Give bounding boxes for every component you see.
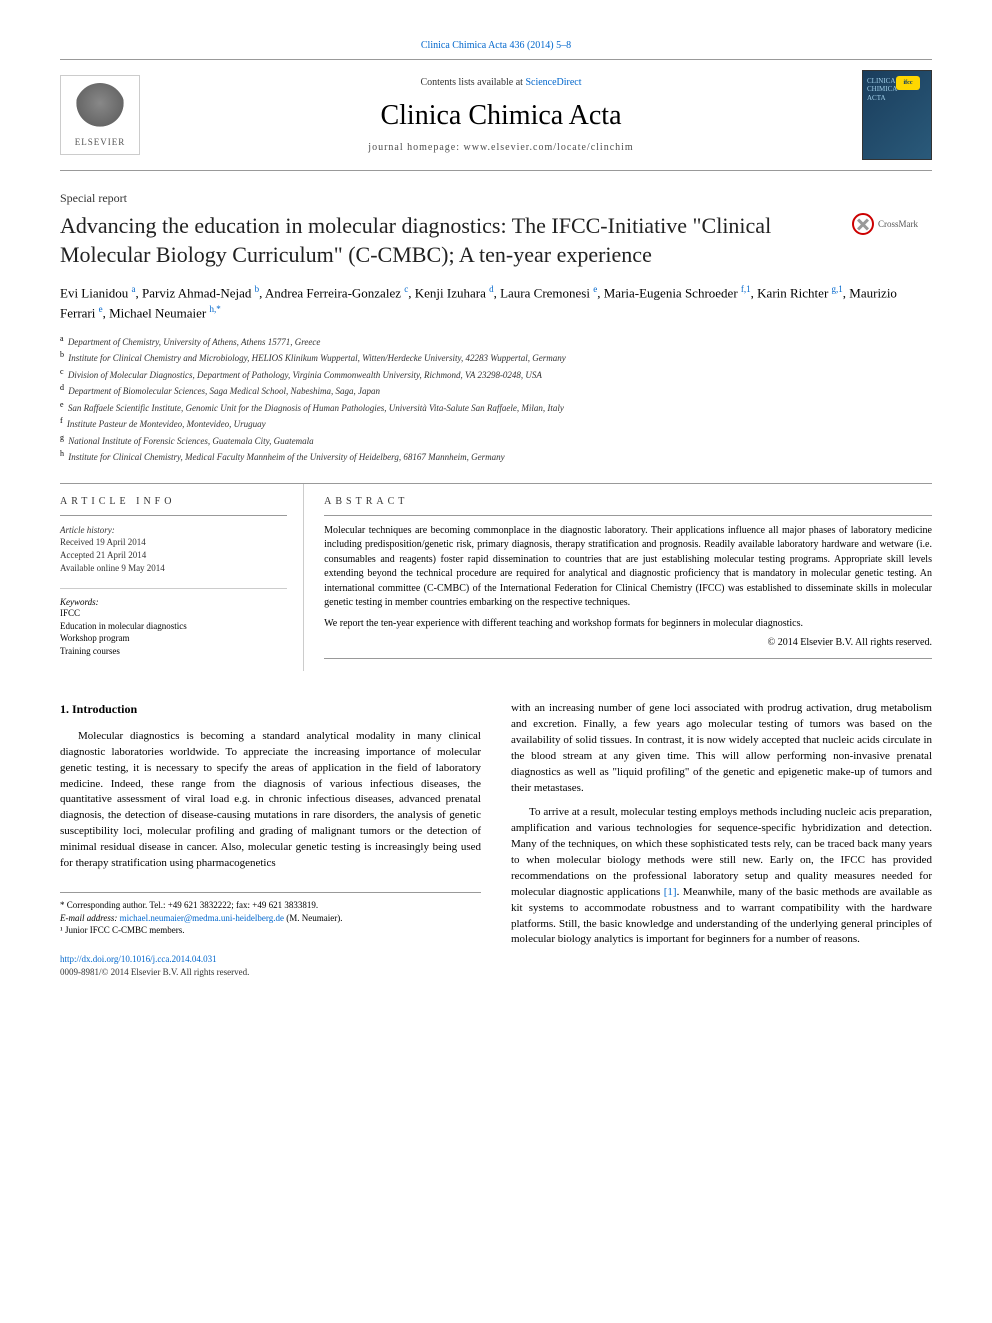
author-name: , Laura Cremonesi [494,286,594,301]
abstract-label: ABSTRACT [324,496,932,507]
affiliation-sup: b [60,350,64,359]
affiliation-row: d Department of Biomolecular Sciences, S… [60,382,932,399]
affiliation-row: g National Institute of Forensic Science… [60,432,932,449]
article-title: Advancing the education in molecular dia… [60,212,932,269]
col2-p1: with an increasing number of gene loci a… [511,701,932,797]
col2-p2: To arrive at a result, molecular testing… [511,805,932,948]
keyword-item: Education in molecular diagnostics [60,620,287,633]
affiliation-sup: f [60,416,63,425]
affiliation-sup: h [60,449,64,458]
footer-copyright: 0009-8981/© 2014 Elsevier B.V. All right… [60,966,481,979]
author-name: , Karin Richter [751,286,832,301]
accepted-date: Accepted 21 April 2014 [60,549,287,562]
ifcc-badge-icon: ifcc [896,76,920,90]
article-info: ARTICLE INFO Article history: Received 1… [60,484,304,672]
authors-list: Evi Lianidou a, Parviz Ahmad-Nejad b, An… [60,283,932,323]
author-name: Evi Lianidou [60,286,132,301]
history-head: Article history: [60,524,287,537]
affiliation-row: h Institute for Clinical Chemistry, Medi… [60,448,932,465]
abstract-p1: Molecular techniques are becoming common… [324,524,932,611]
keywords-head: Keywords: [60,597,287,607]
corresponding-author: * Corresponding author. Tel.: +49 621 38… [60,899,481,912]
affiliation-text: Institute Pasteur de Montevideo, Montevi… [65,419,266,429]
junior-members-note: ¹ Junior IFCC C-CMBC members. [60,924,481,937]
citation-link[interactable]: Clinica Chimica Acta 436 (2014) 5–8 [60,40,932,51]
author-name: , Parviz Ahmad-Nejad [136,286,255,301]
affiliation-text: Division of Molecular Diagnostics, Depar… [66,370,542,380]
online-date: Available online 9 May 2014 [60,562,287,575]
crossmark-label: CrossMark [878,219,918,229]
article-info-label: ARTICLE INFO [60,496,287,507]
affiliations-list: a Department of Chemistry, University of… [60,333,932,465]
author-name: , Maria-Eugenia Schroeder [597,286,741,301]
email-suffix: (M. Neumaier). [284,913,342,923]
ref-1-link[interactable]: [1] [664,886,677,898]
author-affil-sup: f,1 [741,284,751,294]
homepage-prefix: journal homepage: [368,142,463,153]
affiliation-text: Department of Chemistry, University of A… [66,337,321,347]
article-type: Special report [60,191,932,206]
keyword-item: Workshop program [60,632,287,645]
abstract: ABSTRACT Molecular techniques are becomi… [304,484,932,672]
affiliation-row: c Division of Molecular Diagnostics, Dep… [60,366,932,383]
col2-p2a: To arrive at a result, molecular testing… [511,806,932,898]
cover-line-3: ACTA [867,94,927,102]
author-affil-sup: h,* [209,304,220,314]
footnotes: * Corresponding author. Tel.: +49 621 38… [60,892,481,937]
elsevier-label: ELSEVIER [75,137,126,147]
abstract-p2: We report the ten-year experience with d… [324,617,932,632]
crossmark-icon [852,213,874,235]
affiliation-row: f Institute Pasteur de Montevideo, Monte… [60,415,932,432]
author-email[interactable]: michael.neumaier@medma.uni-heidelberg.de [120,913,284,923]
author-name: , Kenji Izuhara [408,286,489,301]
sciencedirect-link[interactable]: ScienceDirect [525,77,581,88]
affiliation-text: Department of Biomolecular Sciences, Sag… [66,386,380,396]
affiliation-row: a Department of Chemistry, University of… [60,333,932,350]
author-name: , Andrea Ferreira-Gonzalez [259,286,404,301]
masthead: ELSEVIER Contents lists available at Sci… [60,59,932,171]
affiliation-sup: a [60,334,64,343]
journal-name: Clinica Chimica Acta [160,100,842,132]
abstract-copyright: © 2014 Elsevier B.V. All rights reserved… [324,637,932,648]
author-name: , Michael Neumaier [103,305,210,320]
affiliation-text: San Raffaele Scientific Institute, Genom… [66,403,564,413]
affiliation-row: b Institute for Clinical Chemistry and M… [60,349,932,366]
crossmark-badge[interactable]: CrossMark [852,213,932,235]
journal-homepage: journal homepage: www.elsevier.com/locat… [160,142,842,153]
keyword-item: Training courses [60,645,287,658]
keywords-list: IFCCEducation in molecular diagnosticsWo… [60,607,287,657]
contents-prefix: Contents lists available at [420,77,525,88]
author-affil-sup: g,1 [832,284,843,294]
affiliation-sup: c [60,367,64,376]
doi-link[interactable]: http://dx.doi.org/10.1016/j.cca.2014.04.… [60,953,481,966]
affiliation-sup: e [60,400,64,409]
affiliation-text: Institute for Clinical Chemistry, Medica… [66,452,505,462]
intro-heading: 1. Introduction [60,701,481,718]
contents-list-line: Contents lists available at ScienceDirec… [160,77,842,88]
affiliation-row: e San Raffaele Scientific Institute, Gen… [60,399,932,416]
homepage-url[interactable]: www.elsevier.com/locate/clinchim [464,142,634,153]
email-label: E-mail address: [60,913,120,923]
affiliation-text: Institute for Clinical Chemistry and Mic… [66,353,566,363]
body-text: 1. Introduction Molecular diagnostics is… [60,701,932,979]
affiliation-text: National Institute of Forensic Sciences,… [66,436,314,446]
affiliation-sup: d [60,383,64,392]
intro-p1: Molecular diagnostics is becoming a stan… [60,729,481,872]
received-date: Received 19 April 2014 [60,536,287,549]
elsevier-logo: ELSEVIER [60,75,140,155]
keyword-item: IFCC [60,607,287,620]
affiliation-sup: g [60,433,64,442]
